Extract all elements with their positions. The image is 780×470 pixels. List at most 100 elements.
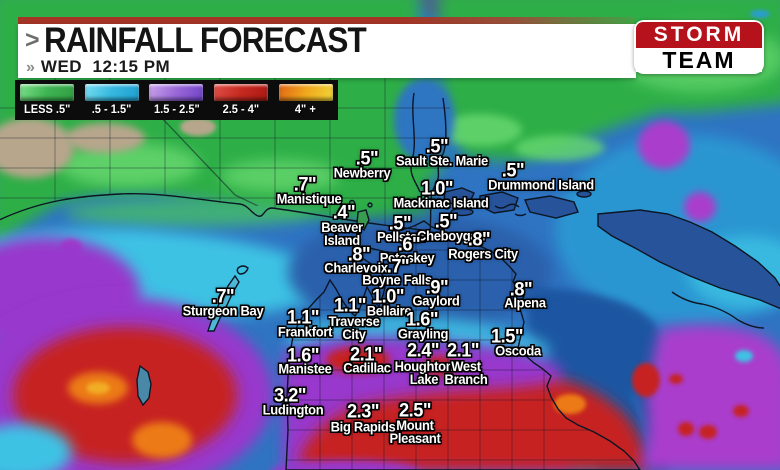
rain-amount-label: 2.5" bbox=[398, 400, 432, 422]
island-mackinac bbox=[443, 202, 451, 210]
yellow-core bbox=[86, 382, 110, 394]
city-name-label: Big Rapids bbox=[330, 419, 396, 435]
legend-range-label: 2.5 - 4" bbox=[222, 102, 260, 116]
legend-color-chip bbox=[84, 84, 139, 101]
rain-amount-label: .7" bbox=[293, 174, 317, 196]
rain-amount-label: 1.5" bbox=[490, 326, 524, 348]
rain-amount-label: .8" bbox=[509, 279, 533, 301]
red-spot-east bbox=[669, 374, 683, 384]
chevron-double-icon: » bbox=[26, 59, 35, 76]
rain-amount-label: .9" bbox=[425, 277, 449, 299]
light-green-patch bbox=[438, 114, 522, 146]
rain-amount-label: .5" bbox=[501, 160, 525, 182]
red-spot-east bbox=[632, 363, 660, 397]
city-name-label: Beaver Island bbox=[321, 220, 363, 248]
island-bois-blanc bbox=[450, 207, 474, 217]
red-spot-east bbox=[733, 405, 749, 417]
light-green-patch bbox=[515, 135, 605, 161]
manitoulin-land bbox=[597, 209, 780, 310]
city-name-label: Cadillac bbox=[343, 360, 391, 376]
purple-patch-east bbox=[638, 121, 690, 169]
tan-patch bbox=[65, 123, 145, 153]
island-small-chain bbox=[557, 182, 575, 190]
rain-amount-label: .5" bbox=[434, 211, 458, 233]
coastlines bbox=[0, 92, 780, 470]
rain-amount-label: 2.1" bbox=[349, 344, 383, 366]
rain-amount-label: .6" bbox=[397, 234, 421, 256]
rain-amount-label: 1.6" bbox=[405, 309, 439, 331]
door-peninsula bbox=[207, 274, 240, 332]
tan-patch bbox=[0, 118, 74, 178]
city-name-label: Cheboygan bbox=[417, 228, 485, 244]
cyan-corner bbox=[0, 424, 72, 470]
door-islands bbox=[236, 265, 249, 275]
valid-time-label: WED 12:15 PM bbox=[40, 57, 171, 76]
storm-team-logo: STORM TEAM bbox=[634, 20, 764, 74]
city-name-label: Manistee bbox=[278, 361, 332, 377]
city-name-label: Mackinac Island bbox=[393, 195, 489, 211]
rain-amount-label: .7" bbox=[386, 256, 410, 278]
city-name-label: Oscoda bbox=[495, 343, 541, 359]
legend-range-label: LESS .5" bbox=[24, 102, 71, 116]
header-title-box: > RAINFALL FORECAST » WED 12:15 PM bbox=[18, 21, 636, 78]
city-name-label: Boyne Falls bbox=[362, 272, 432, 288]
light-green-patch bbox=[220, 160, 340, 192]
city-name-label: Rogers City bbox=[448, 246, 518, 262]
lp-tip-region bbox=[288, 214, 552, 330]
rainfall-legend: LESS .5" .5 - 1.5" 1.5 - 2.5" 2.5 - 4" 4" + bbox=[15, 80, 338, 120]
city-name-label: Houghton Lake bbox=[394, 359, 454, 387]
teal-dash bbox=[750, 10, 770, 18]
rain-amount-label: 3.2" bbox=[273, 385, 307, 407]
city-name-label: Frankfort bbox=[277, 324, 333, 340]
island-small bbox=[348, 199, 356, 207]
legend-color-chip bbox=[149, 84, 204, 101]
up-south-shore bbox=[0, 193, 431, 232]
legend-range-label: 1.5 - 2.5" bbox=[153, 102, 200, 116]
city-name-label: Gaylord bbox=[412, 293, 460, 309]
legend-item: LESS .5" bbox=[15, 84, 80, 116]
ontario-shore-squiggle bbox=[671, 291, 765, 329]
green-water-fringe bbox=[65, 199, 315, 227]
les-cheneaux-squiggle bbox=[494, 203, 527, 217]
legend-range-label: 4" + bbox=[295, 102, 317, 116]
island-st-joseph bbox=[479, 191, 519, 214]
red-spot-houghton bbox=[423, 356, 457, 376]
rain-amount-label: 1.0" bbox=[420, 178, 454, 200]
legend-range-label: .5 - 1.5" bbox=[92, 102, 132, 116]
legend-item: 1.5 - 2.5" bbox=[144, 84, 209, 116]
header-banner: > RAINFALL FORECAST » WED 12:15 PM bbox=[18, 17, 636, 78]
island-washington bbox=[136, 364, 152, 407]
rain-amount-label: .8" bbox=[347, 244, 371, 266]
city-name-label: Ludington bbox=[262, 402, 324, 418]
rain-amount-label: 1.1" bbox=[286, 307, 320, 329]
rain-amount-label: 1.1" bbox=[333, 295, 367, 317]
city-name-label: Bellaire bbox=[366, 303, 412, 319]
island-small-chain bbox=[576, 190, 592, 198]
city-name-label: Pellston bbox=[376, 229, 426, 245]
rain-amount-label: 2.4" bbox=[406, 340, 440, 362]
rain-amount-label: .5" bbox=[425, 136, 449, 158]
legend-item: 2.5 - 4" bbox=[209, 84, 274, 116]
header-red-accent bbox=[18, 17, 636, 24]
red-spot-cadillac bbox=[326, 347, 390, 373]
legend-color-chip bbox=[214, 84, 269, 101]
rain-amount-label: 2.1" bbox=[446, 340, 480, 362]
logo-storm-row: STORM bbox=[636, 22, 762, 48]
island-chain bbox=[524, 195, 579, 219]
cyan-band-mid-lp bbox=[288, 315, 548, 364]
city-name-label: Alpena bbox=[504, 295, 546, 311]
red-spot-east bbox=[678, 422, 694, 436]
legend-item: 4" + bbox=[273, 84, 338, 116]
orange-core bbox=[132, 422, 192, 458]
rain-amount-label: 1.0" bbox=[371, 286, 405, 308]
island-drummond bbox=[443, 187, 475, 206]
city-name-label: Traverse City bbox=[328, 314, 380, 342]
city-name-label: Sturgeon Bay bbox=[182, 303, 264, 319]
island-beaver bbox=[356, 209, 370, 232]
cyan-spot-east bbox=[735, 350, 753, 362]
city-name-label: Newberry bbox=[333, 165, 391, 181]
city-name-label: Sault Ste. Marie bbox=[396, 153, 488, 169]
legend-item: .5 - 1.5" bbox=[80, 84, 145, 116]
